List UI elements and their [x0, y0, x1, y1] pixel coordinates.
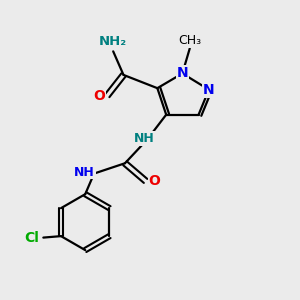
Text: O: O — [93, 88, 105, 103]
Text: CH₃: CH₃ — [178, 34, 201, 47]
Text: NH: NH — [74, 166, 95, 178]
Text: N: N — [177, 66, 188, 80]
Text: Cl: Cl — [25, 231, 40, 244]
Text: NH₂: NH₂ — [99, 35, 127, 48]
Text: NH: NH — [134, 132, 155, 145]
Text: O: O — [148, 174, 160, 188]
Text: N: N — [203, 82, 215, 97]
